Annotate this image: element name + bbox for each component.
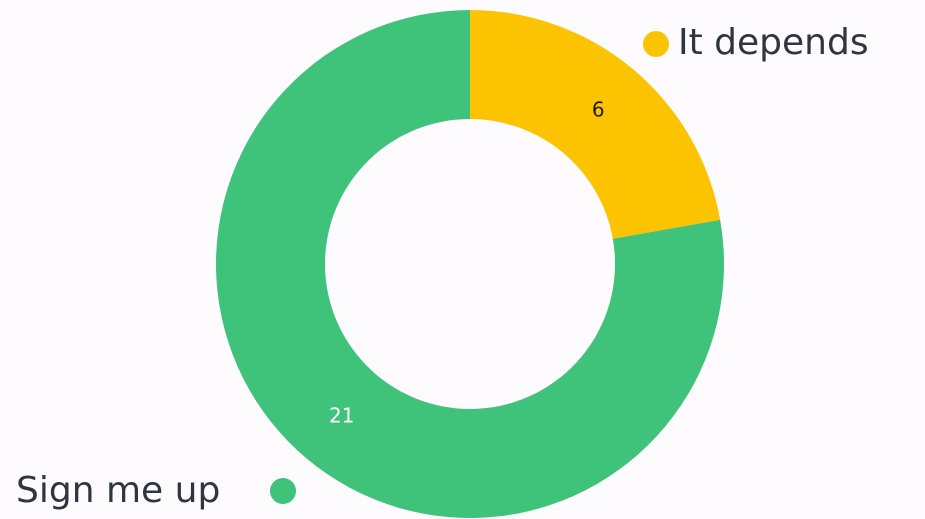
legend-marker [643, 31, 669, 57]
slice [470, 10, 721, 239]
data-label: 6 [592, 98, 605, 122]
legend-label: It depends [678, 22, 869, 63]
legend-label: Sign me up [16, 470, 220, 511]
slice [215, 10, 724, 518]
data-label: 21 [329, 403, 354, 427]
legend-marker [270, 478, 296, 504]
slices [215, 10, 724, 518]
